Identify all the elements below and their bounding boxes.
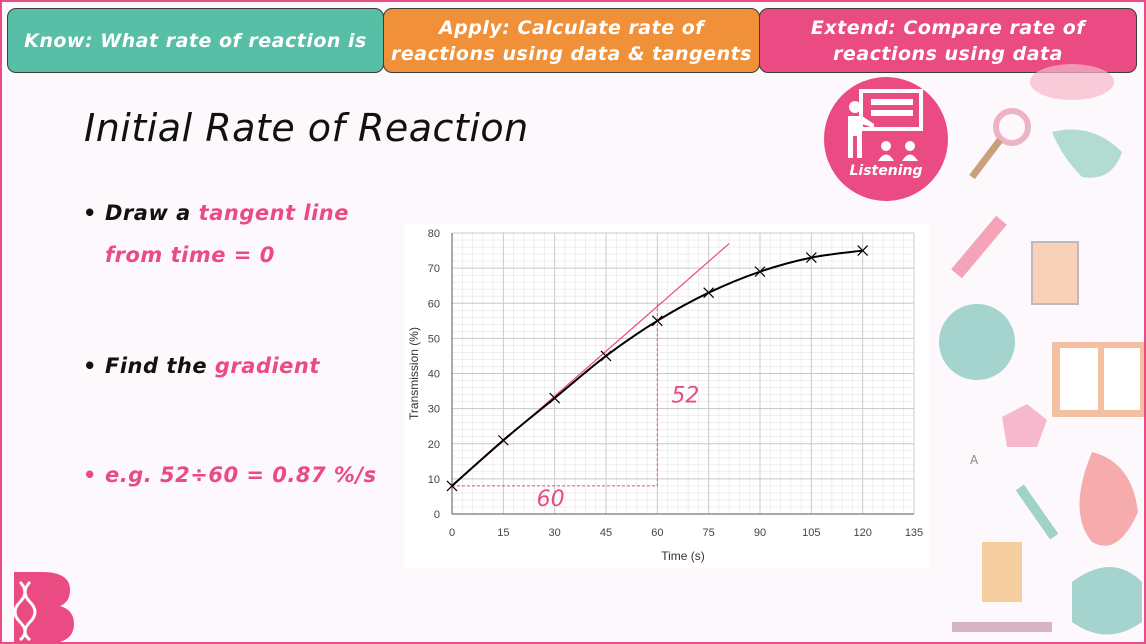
objective-know: Know: What rate of reaction is	[7, 8, 384, 73]
x-tick-label: 120	[853, 527, 871, 539]
x-tick-label: 90	[754, 527, 766, 539]
listening-badge: Listening	[824, 77, 948, 201]
data-point	[857, 245, 869, 256]
bullet-dot: •	[83, 354, 97, 378]
data-point	[754, 266, 766, 278]
data-point	[651, 315, 663, 327]
objective-extend-line2: reactions using data	[833, 42, 1063, 65]
data-point	[446, 480, 458, 492]
bullet-gradient: • Find the gradient	[83, 345, 405, 387]
run-label: 60	[537, 487, 565, 512]
bullet-gradient-emphasis: gradient	[214, 354, 320, 378]
data-curve	[451, 249, 863, 487]
data-point	[497, 434, 509, 446]
y-tick-label: 20	[428, 439, 440, 451]
x-tick-label: 60	[651, 527, 663, 539]
objective-apply-line1: Apply: Calculate rate of	[438, 16, 705, 39]
x-tick-label: 0	[449, 527, 455, 539]
bullet-gradient-pre: Find the	[105, 354, 215, 378]
x-tick-label: 45	[600, 527, 612, 539]
x-tick-label: 15	[497, 527, 509, 539]
y-tick-label: 0	[434, 509, 440, 521]
rise-label: 52	[671, 384, 699, 409]
data-point	[549, 392, 561, 404]
y-tick-label: 80	[428, 228, 440, 240]
x-tick-label: 105	[802, 527, 820, 539]
listening-label: Listening	[849, 163, 923, 179]
objective-extend: Extend: Compare rate of reactions using …	[759, 8, 1137, 73]
bullet-dot: •	[83, 463, 97, 487]
objective-apply: Apply: Calculate rate of reactions using…	[383, 8, 760, 73]
objective-extend-line1: Extend: Compare rate of	[810, 16, 1086, 39]
bullet-dot: •	[83, 201, 97, 225]
x-axis-title: Time (s)	[661, 549, 705, 563]
bullet-tangent-pre: Draw a	[105, 201, 199, 225]
bullet-example-text: e.g. 52÷60 = 0.87 %/s	[105, 463, 377, 487]
x-tick-label: 30	[549, 527, 561, 539]
y-tick-label: 30	[428, 404, 440, 416]
bullet-tangent: • Draw a tangent line from time = 0	[83, 192, 405, 276]
science-decoration: A	[939, 64, 1144, 635]
y-tick-label: 10	[428, 474, 440, 486]
data-point	[805, 252, 817, 264]
objective-apply-line2: reactions using data & tangents	[391, 42, 752, 65]
x-tick-label: 75	[703, 527, 715, 539]
svg-text:A: A	[970, 453, 979, 467]
gradient-triangle	[452, 303, 658, 487]
y-axis-title: Transmission (%)	[407, 327, 421, 420]
y-tick-label: 60	[428, 298, 440, 310]
data-point	[600, 350, 612, 362]
y-tick-label: 50	[428, 333, 440, 345]
teacher-icon	[848, 89, 923, 161]
objective-know-text: Know: What rate of reaction is	[24, 29, 367, 52]
page-title: Initial Rate of Reaction	[84, 106, 529, 150]
y-tick-label: 70	[428, 263, 440, 275]
bullet-example: • e.g. 52÷60 = 0.87 %/s	[83, 454, 405, 496]
x-tick-label: 135	[905, 527, 923, 539]
y-tick-label: 40	[428, 369, 440, 381]
bullet-tangent-emphasis: tangent line from time = 0	[105, 201, 349, 267]
brand-logo	[13, 572, 74, 642]
transmission-chart: 0 15 30 45 60 75 90 105 120 135 0 10 20 30 40 50 60 70 80 T…	[404, 224, 929, 568]
data-point	[703, 287, 715, 299]
